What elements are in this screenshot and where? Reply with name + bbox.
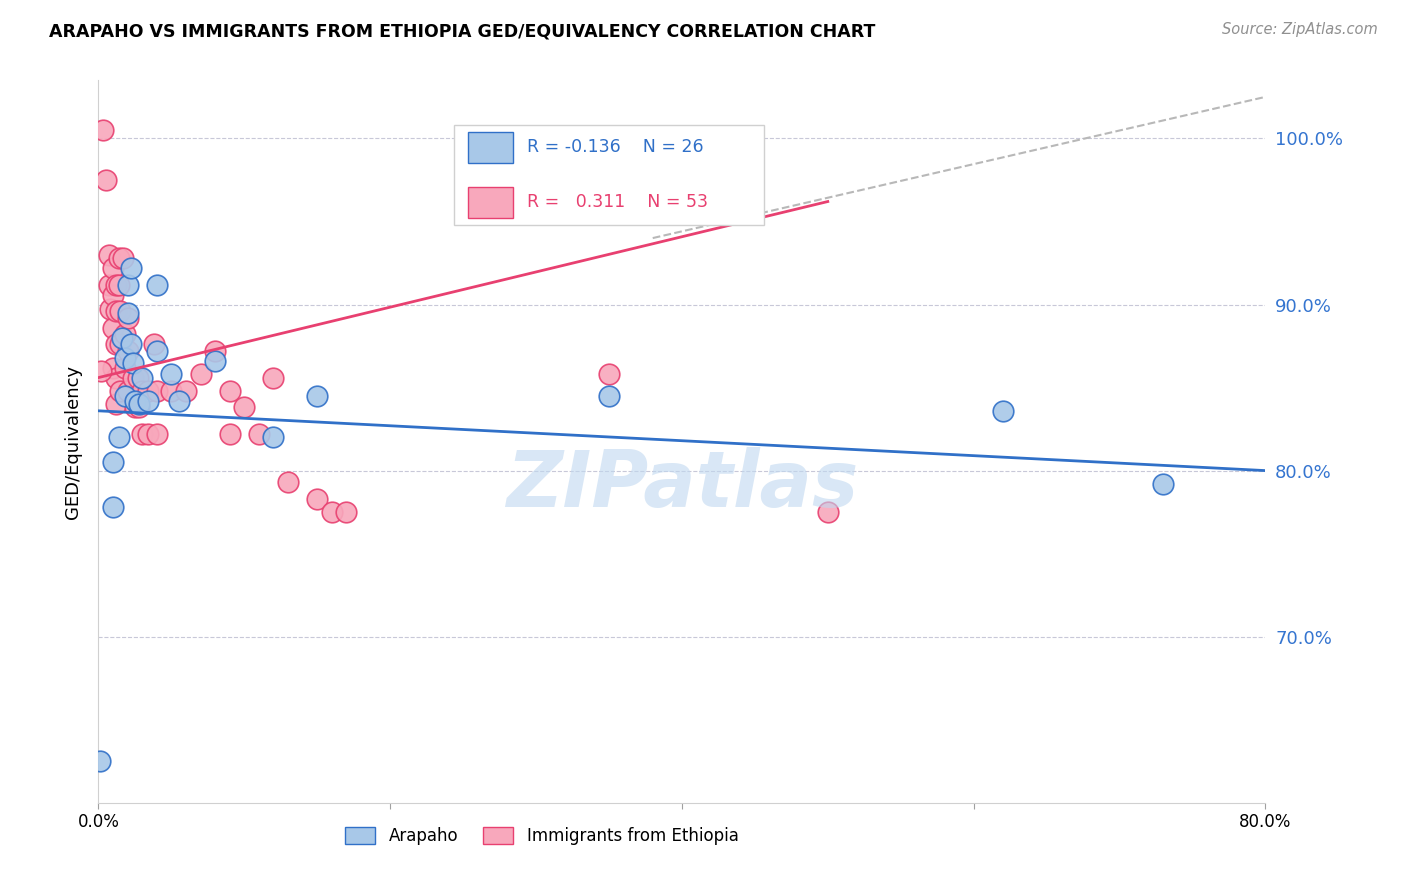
Point bbox=[108, 430, 131, 444]
Point bbox=[136, 427, 159, 442]
Point bbox=[307, 491, 329, 506]
Legend: Arapaho, Immigrants from Ethiopia: Arapaho, Immigrants from Ethiopia bbox=[346, 827, 738, 845]
Text: Source: ZipAtlas.com: Source: ZipAtlas.com bbox=[1222, 22, 1378, 37]
FancyBboxPatch shape bbox=[454, 125, 763, 225]
Point bbox=[101, 260, 124, 275]
Point bbox=[124, 393, 146, 408]
Text: R =   0.311    N = 53: R = 0.311 N = 53 bbox=[527, 194, 707, 211]
Point bbox=[91, 123, 114, 137]
Point bbox=[136, 393, 159, 408]
Point bbox=[131, 370, 153, 384]
Point bbox=[262, 370, 284, 384]
Point bbox=[598, 368, 620, 382]
Point bbox=[114, 351, 136, 365]
Point bbox=[146, 384, 169, 398]
Point bbox=[124, 401, 146, 415]
Y-axis label: GED/Equivalency: GED/Equivalency bbox=[63, 365, 82, 518]
FancyBboxPatch shape bbox=[468, 187, 513, 218]
Point bbox=[128, 401, 150, 415]
Point bbox=[146, 344, 169, 359]
Text: ZIPatlas: ZIPatlas bbox=[506, 447, 858, 523]
Point bbox=[247, 427, 270, 442]
Point bbox=[335, 505, 357, 519]
Point bbox=[114, 389, 136, 403]
Point bbox=[101, 360, 124, 375]
Point bbox=[277, 475, 299, 490]
Point bbox=[110, 304, 132, 318]
Point bbox=[104, 277, 127, 292]
Point bbox=[598, 181, 620, 195]
Point bbox=[104, 337, 127, 351]
Point bbox=[204, 344, 226, 359]
Point bbox=[97, 248, 120, 262]
Point bbox=[127, 370, 149, 384]
Point bbox=[110, 384, 132, 398]
Point bbox=[110, 337, 132, 351]
Point bbox=[233, 401, 256, 415]
Point bbox=[146, 277, 169, 292]
Point bbox=[1152, 476, 1174, 491]
Point bbox=[117, 310, 139, 325]
Point bbox=[114, 327, 136, 342]
Point bbox=[991, 404, 1014, 418]
FancyBboxPatch shape bbox=[468, 132, 513, 162]
Point bbox=[204, 354, 226, 368]
Point bbox=[167, 393, 190, 408]
Point bbox=[160, 384, 183, 398]
Point bbox=[122, 356, 145, 370]
Point bbox=[598, 389, 620, 403]
Point bbox=[101, 455, 124, 469]
Point bbox=[146, 427, 169, 442]
Point bbox=[108, 251, 131, 265]
Text: ARAPAHO VS IMMIGRANTS FROM ETHIOPIA GED/EQUIVALENCY CORRELATION CHART: ARAPAHO VS IMMIGRANTS FROM ETHIOPIA GED/… bbox=[49, 22, 876, 40]
Point bbox=[114, 360, 136, 375]
Point bbox=[90, 364, 112, 378]
Point bbox=[136, 384, 159, 398]
Point bbox=[112, 251, 135, 265]
Point bbox=[120, 260, 142, 275]
Point bbox=[104, 304, 127, 318]
Point bbox=[117, 384, 139, 398]
Point bbox=[262, 430, 284, 444]
Text: R = -0.136    N = 26: R = -0.136 N = 26 bbox=[527, 138, 703, 156]
Point bbox=[101, 287, 124, 301]
Point bbox=[128, 397, 150, 411]
Point bbox=[131, 427, 153, 442]
Point bbox=[117, 306, 139, 320]
Point bbox=[89, 754, 111, 768]
Point bbox=[117, 277, 139, 292]
Point bbox=[117, 344, 139, 359]
Point bbox=[190, 368, 212, 382]
Point bbox=[174, 384, 197, 398]
Point bbox=[120, 337, 142, 351]
Point bbox=[104, 370, 127, 384]
Point bbox=[94, 173, 117, 187]
Point bbox=[160, 368, 183, 382]
Point bbox=[307, 389, 329, 403]
Point bbox=[108, 277, 131, 292]
Point bbox=[122, 370, 145, 384]
Point bbox=[104, 397, 127, 411]
Point bbox=[218, 384, 240, 398]
Point bbox=[101, 320, 124, 334]
Point bbox=[142, 337, 165, 351]
Point bbox=[321, 505, 343, 519]
Point bbox=[817, 505, 839, 519]
Point bbox=[101, 500, 124, 515]
Point bbox=[111, 331, 134, 345]
Point bbox=[131, 384, 153, 398]
Point bbox=[218, 427, 240, 442]
Point bbox=[98, 302, 121, 317]
Point bbox=[97, 277, 120, 292]
